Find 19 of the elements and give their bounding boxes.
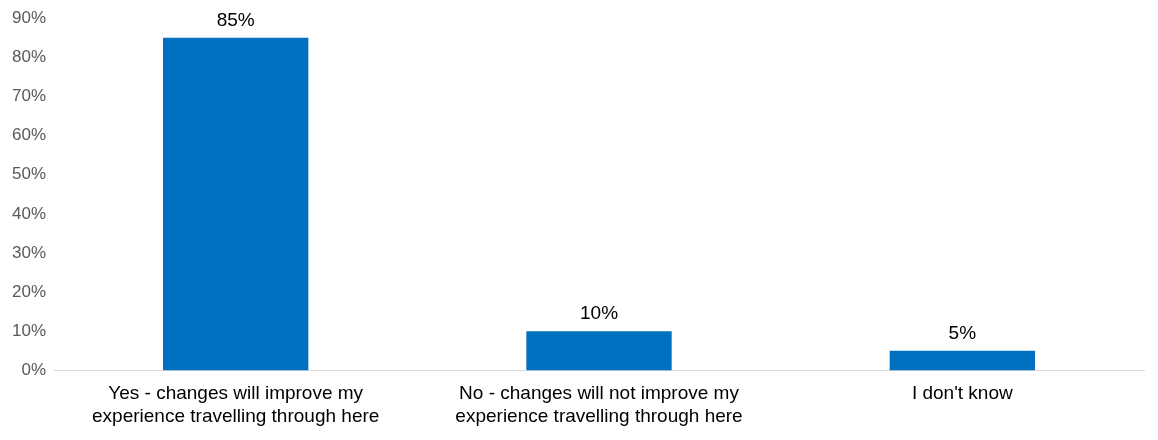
x-tick-label: Yes - changes will improve my experience travelling through here (92, 382, 380, 426)
bar (526, 331, 672, 371)
y-tick-label: 40% (11, 203, 47, 223)
y-tick-label: 50% (11, 164, 47, 184)
bar (163, 37, 309, 371)
bar (889, 350, 1035, 371)
data-label: 85% (216, 8, 255, 30)
x-tick-label: I don't know (911, 382, 1014, 404)
y-tick-label: 0% (21, 360, 47, 380)
y-tick-label: 20% (11, 281, 47, 301)
data-label: 5% (948, 321, 977, 343)
y-tick-label: 60% (11, 125, 47, 145)
data-label: 10% (580, 302, 619, 323)
y-tick-label: 70% (11, 86, 47, 106)
x-tick-label: No - changes will not improve my experience travelling through here (455, 382, 743, 426)
y-tick-label: 80% (11, 47, 47, 67)
y-tick-label: 10% (11, 320, 47, 340)
y-tick-label: 30% (11, 242, 47, 262)
y-tick-label: 90% (11, 7, 47, 27)
